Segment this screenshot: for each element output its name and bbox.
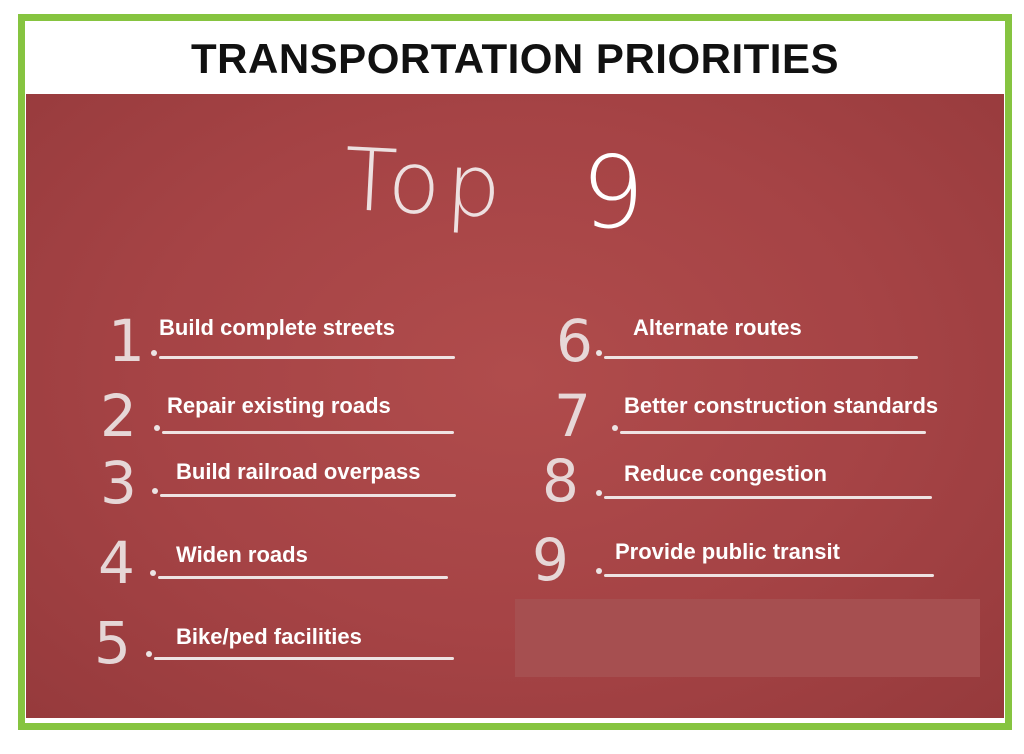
- underline: [620, 431, 926, 434]
- underline: [162, 431, 454, 434]
- item-number: 6: [556, 307, 593, 375]
- underline: [604, 574, 934, 577]
- item-label: Reduce congestion: [624, 461, 827, 486]
- item-label: Build complete streets: [159, 315, 395, 340]
- page-title: TRANSPORTATION PRIORITIES: [191, 35, 839, 82]
- chalkboard: Top 9 1 Build complete streets 2 Repair exi…: [26, 94, 1004, 718]
- headline-nine: 9: [581, 134, 645, 251]
- underline: [158, 576, 448, 579]
- item-number: 4: [98, 529, 135, 597]
- item-label: Bike/ped facilities: [176, 624, 362, 649]
- underline: [604, 356, 918, 359]
- item-label: Repair existing roads: [167, 393, 391, 418]
- item-label: Alternate routes: [633, 315, 802, 340]
- headline-top: Top: [341, 129, 510, 239]
- item-dot: [154, 425, 160, 431]
- item-dot: [151, 350, 157, 356]
- item-label: Build railroad overpass: [176, 459, 421, 484]
- item-dot: [612, 425, 618, 431]
- item-number: 3: [100, 449, 137, 517]
- item-number: 1: [108, 307, 145, 375]
- item-dot: [596, 350, 602, 356]
- item-number: 8: [542, 447, 579, 515]
- underline: [604, 496, 932, 499]
- underline: [159, 356, 455, 359]
- item-label: Provide public transit: [615, 539, 840, 564]
- item-number: 9: [532, 526, 569, 594]
- item-dot: [596, 490, 602, 496]
- blank-patch: [515, 599, 980, 677]
- item-dot: [150, 570, 156, 576]
- green-frame: TRANSPORTATION PRIORITIES Top 9 1 Build c…: [18, 14, 1012, 730]
- underline: [154, 657, 454, 660]
- item-dot: [596, 568, 602, 574]
- underline: [160, 494, 456, 497]
- item-dot: [152, 488, 158, 494]
- item-number: 2: [100, 382, 137, 450]
- item-label: Better construction standards: [624, 393, 939, 418]
- item-dot: [146, 651, 152, 657]
- item-number: 5: [94, 609, 131, 677]
- item-number: 7: [554, 382, 591, 450]
- item-label: Widen roads: [176, 542, 308, 567]
